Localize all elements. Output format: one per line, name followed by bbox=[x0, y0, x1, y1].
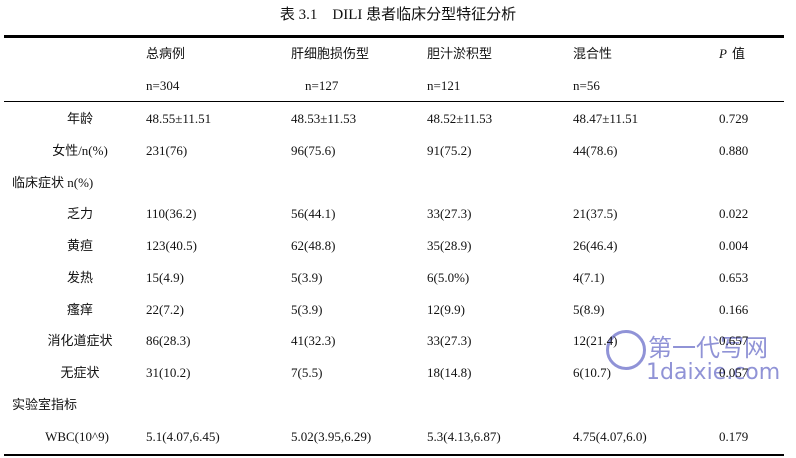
cell: 4(7.1) bbox=[573, 270, 605, 285]
column-header: 肝细胞损伤型 bbox=[291, 46, 370, 61]
cell: 15(4.9) bbox=[146, 270, 184, 285]
cell: 0.657 bbox=[719, 333, 749, 348]
cell: 0.729 bbox=[719, 111, 749, 126]
cell: 12(21.4) bbox=[573, 333, 618, 348]
cell: 110(36.2) bbox=[146, 206, 197, 221]
column-header: 胆汁淤积型 bbox=[427, 46, 493, 61]
cell: 91(75.2) bbox=[427, 143, 472, 158]
section-label: 实验室指标 bbox=[12, 397, 78, 412]
row-label: WBC(10^9) bbox=[45, 429, 109, 444]
section-label: 临床症状 n(%) bbox=[12, 175, 94, 190]
cell: 35(28.9) bbox=[427, 238, 472, 253]
column-header: 总病例 bbox=[146, 46, 186, 61]
cell: 48.53±11.53 bbox=[291, 111, 357, 126]
watermark-text: 第一代写网 bbox=[648, 334, 768, 362]
cell: 0.880 bbox=[719, 143, 749, 158]
cell: 0.653 bbox=[719, 270, 749, 285]
watermark-url: 1daixie.com bbox=[646, 360, 781, 385]
p-header: P bbox=[719, 46, 727, 61]
cell: 48.47±11.51 bbox=[573, 111, 639, 126]
cell: 0.022 bbox=[719, 206, 749, 221]
row-label: 无症状 bbox=[60, 365, 100, 380]
top-rule bbox=[4, 35, 784, 38]
cell: 21(37.5) bbox=[573, 206, 618, 221]
column-count: n=304 bbox=[146, 78, 180, 93]
cell: 0.166 bbox=[719, 302, 749, 317]
column-header: 混合性 bbox=[573, 46, 613, 61]
cell: 48.55±11.51 bbox=[146, 111, 212, 126]
cell: 0.057 bbox=[719, 365, 749, 380]
cell: 31(10.2) bbox=[146, 365, 191, 380]
cell: 5(3.9) bbox=[291, 302, 323, 317]
cell: 231(76) bbox=[146, 143, 188, 158]
row-label: 发热 bbox=[66, 270, 93, 285]
row-label: 黄疸 bbox=[66, 238, 93, 253]
cell: 4.75(4.07,6.0) bbox=[573, 429, 647, 444]
cell: 0.179 bbox=[719, 429, 749, 444]
cell: 56(44.1) bbox=[291, 206, 336, 221]
cell: 5.1(4.07,6.45) bbox=[146, 429, 220, 444]
cell: 5(3.9) bbox=[291, 270, 323, 285]
cell: 5.02(3.95,6.29) bbox=[291, 429, 372, 444]
row-label: 年龄 bbox=[66, 111, 93, 126]
cell: 5.3(4.13,6.87) bbox=[427, 429, 501, 444]
row-label: 乏力 bbox=[66, 206, 93, 221]
cell: 41(32.3) bbox=[291, 333, 336, 348]
cell: 5(8.9) bbox=[573, 302, 605, 317]
cell: 86(28.3) bbox=[146, 333, 191, 348]
cell: 6(10.7) bbox=[573, 365, 611, 380]
row-label: 瘙痒 bbox=[66, 302, 93, 317]
bottom-rule bbox=[4, 454, 784, 456]
row-label: 消化道症状 bbox=[47, 333, 113, 348]
cell: 12(9.9) bbox=[427, 302, 465, 317]
row-label: 女性/n(%) bbox=[52, 143, 108, 158]
p-header-suffix: 值 bbox=[732, 46, 746, 61]
column-count: n=121 bbox=[427, 78, 461, 93]
cell: 22(7.2) bbox=[146, 302, 184, 317]
cell: 26(46.4) bbox=[573, 238, 618, 253]
table-title: 表 3.1 DILI 患者临床分型特征分析 bbox=[279, 7, 517, 23]
cell: 18(14.8) bbox=[427, 365, 472, 380]
cell: 123(40.5) bbox=[146, 238, 197, 253]
cell: 0.004 bbox=[719, 238, 749, 253]
cell: 33(27.3) bbox=[427, 333, 472, 348]
cell: 62(48.8) bbox=[291, 238, 336, 253]
cell: 96(75.6) bbox=[291, 143, 336, 158]
header-rule bbox=[4, 101, 784, 102]
column-count: n=56 bbox=[573, 78, 600, 93]
cell: 44(78.6) bbox=[573, 143, 618, 158]
cell: 33(27.3) bbox=[427, 206, 472, 221]
watermark-logo bbox=[606, 330, 646, 370]
column-count: n=127 bbox=[305, 78, 339, 93]
cell: 6(5.0%) bbox=[427, 270, 470, 285]
cell: 48.52±11.53 bbox=[427, 111, 493, 126]
cell: 7(5.5) bbox=[291, 365, 323, 380]
